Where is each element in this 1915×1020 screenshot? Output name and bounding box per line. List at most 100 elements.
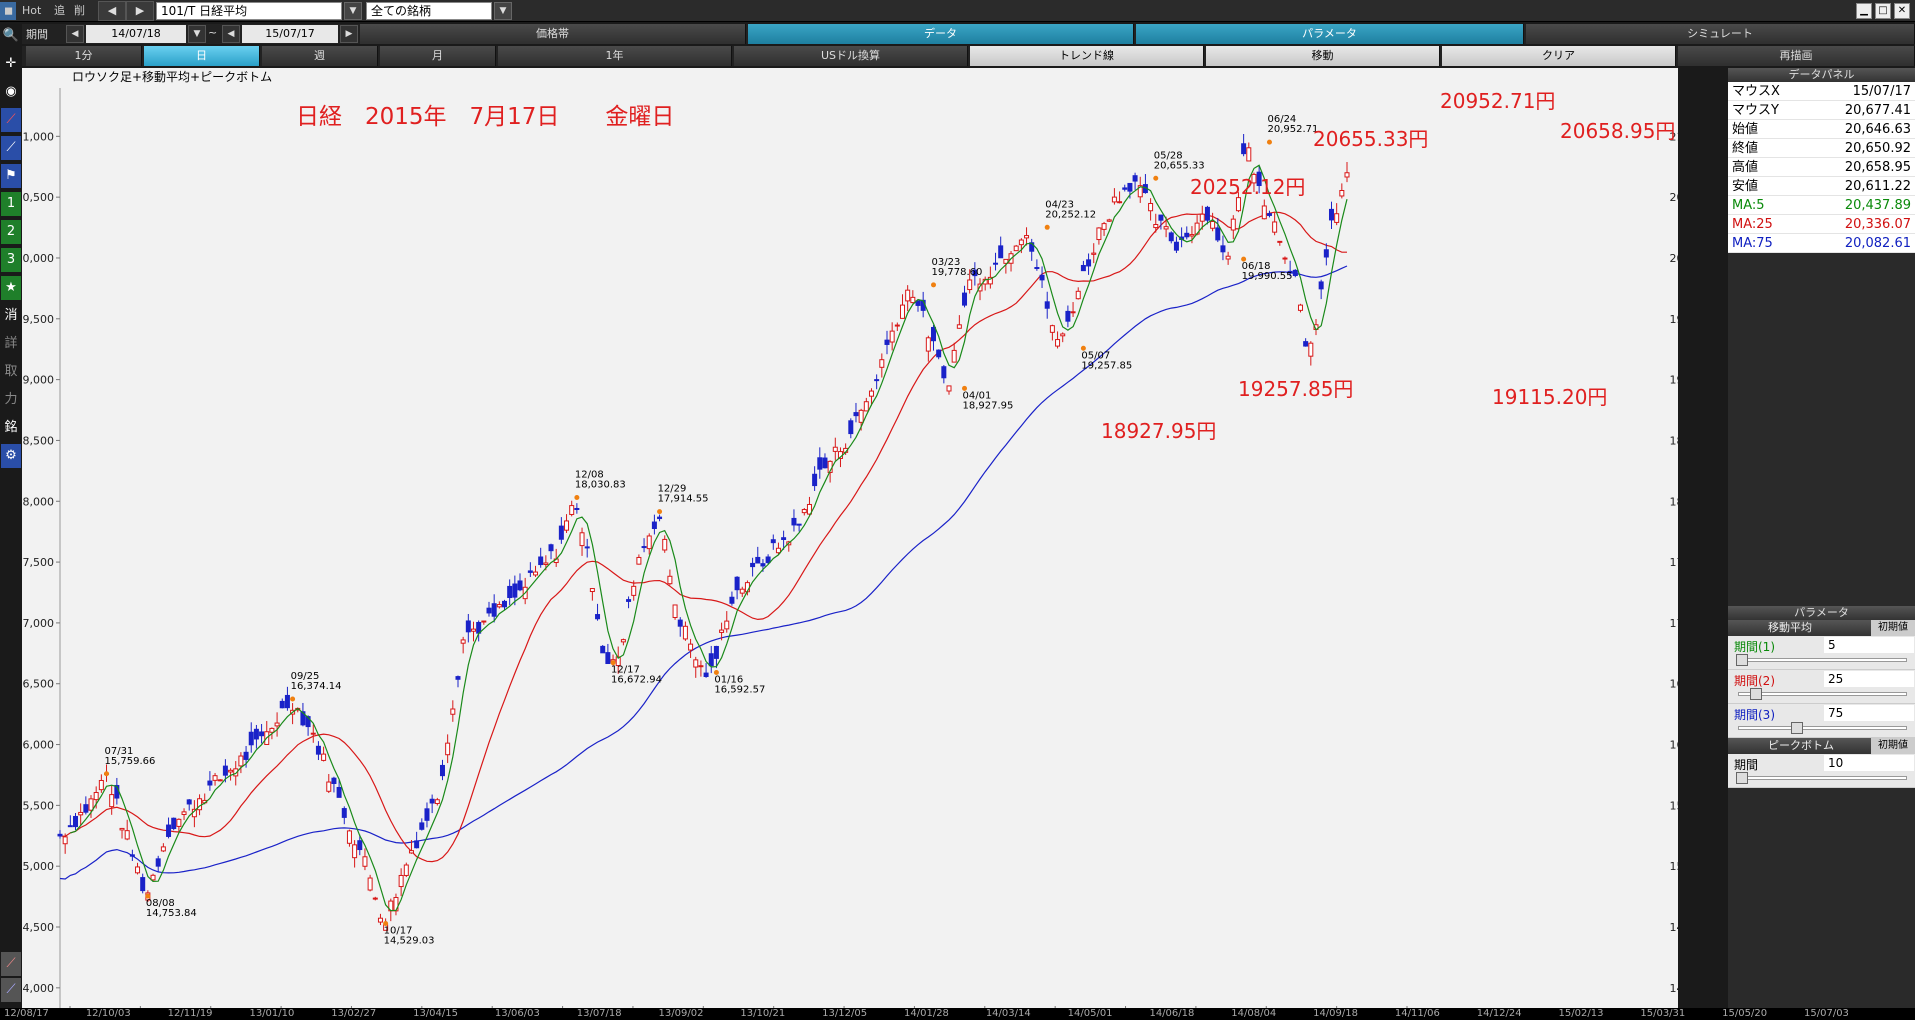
maximize-button[interactable]: □ [1875, 3, 1891, 19]
overview-tick-label: 15/07/03 [1804, 1008, 1849, 1019]
symbol-dropdown[interactable]: ▼ [344, 2, 362, 20]
star-icon[interactable]: ★ [1, 276, 21, 300]
slot-1-icon[interactable]: 1 [1, 192, 21, 216]
trendline-button[interactable]: トレンド線 [970, 46, 1204, 66]
ma-period-1-slider[interactable] [1736, 654, 1907, 666]
next-symbol-button[interactable]: ▶ [126, 1, 154, 21]
period-from-dropdown[interactable]: ▼ [188, 25, 206, 43]
y-tick-label: 14,000 [22, 982, 54, 995]
candle-body [698, 665, 704, 668]
candle-body [868, 390, 874, 397]
price-annotation: 20658.95円 [1560, 119, 1675, 143]
ma-period-1-input[interactable]: 5 [1824, 637, 1914, 653]
slot-2-icon[interactable]: 2 [1, 220, 21, 244]
overview-tick-label: 14/09/18 [1313, 1008, 1358, 1019]
candle-body [166, 824, 172, 837]
usd-convert-button[interactable]: USドル換算 [734, 46, 968, 66]
mini-chart-icon[interactable]: ⟋ [1, 952, 21, 976]
prev-symbol-button[interactable]: ◀ [98, 1, 126, 21]
line-chart-icon[interactable]: ⟋ [1, 108, 21, 132]
add-button[interactable]: 追 [54, 4, 65, 17]
close-button[interactable]: ✕ [1894, 3, 1910, 19]
period-next-button[interactable]: ▶ [340, 25, 358, 43]
peak-date: 12/08 [575, 470, 604, 481]
ma-reset-button[interactable]: 初期値 [1871, 620, 1915, 636]
camera-icon[interactable]: ◉ [5, 84, 17, 99]
universe-field[interactable]: 全ての銘柄 [366, 2, 492, 20]
erase-icon[interactable]: 消 [4, 308, 18, 323]
y-tick-label-right: 15,500 [1670, 799, 1679, 812]
candle-body [1241, 143, 1247, 155]
candle-body [579, 532, 585, 547]
trade-icon[interactable]: 取 [4, 364, 18, 379]
tab-simulate[interactable]: シミュレート [1526, 24, 1915, 44]
candle-body [181, 811, 187, 815]
y-tick-label: 19,000 [22, 374, 54, 387]
gear-icon[interactable]: ⚙ [1, 444, 21, 468]
data-value: 20,658.95 [1844, 160, 1911, 175]
data-label: MA:25 [1732, 217, 1773, 232]
ma-period-2-input[interactable]: 25 [1824, 671, 1914, 687]
tab-parameters[interactable]: パラメータ [1136, 24, 1524, 44]
interval-1min-button[interactable]: 1分 [26, 46, 142, 66]
tab-price-band[interactable]: 価格帯 [360, 24, 746, 44]
candle-body [1101, 223, 1107, 230]
search-icon[interactable]: 🔍 [2, 28, 20, 43]
slider-thumb[interactable] [1736, 772, 1749, 784]
candle-body [243, 751, 249, 760]
overview-tick-label: 13/12/05 [822, 1008, 868, 1019]
candle-body [1070, 311, 1076, 314]
overview-date-axis[interactable]: 12/08/17 12/10/03 12/11/19 13/01/10 13/02/27… [0, 1008, 1915, 1020]
tab-data[interactable]: データ [748, 24, 1134, 44]
y-tick-label-right: 20,500 [1670, 191, 1679, 204]
detail-icon[interactable]: 詳 [4, 336, 18, 351]
period-to-prev-button[interactable]: ◀ [222, 25, 240, 43]
compare-chart-icon[interactable]: ⟋ [1, 136, 21, 160]
interval-month-button[interactable]: 月 [380, 46, 496, 66]
candle-body [129, 854, 135, 857]
slider-thumb[interactable] [1791, 722, 1804, 734]
data-value: 15/07/17 [1852, 84, 1911, 99]
candle-body [605, 652, 611, 665]
candle-body [212, 775, 218, 781]
peak-value: 19,778.60 [932, 267, 983, 278]
ma-period-3-input[interactable]: 75 [1824, 705, 1914, 721]
data-row-ma75: MA:75 20,082.61 [1728, 234, 1915, 253]
peak-marker [1044, 224, 1050, 230]
stock-icon[interactable]: 銘 [4, 420, 18, 435]
flag-icon[interactable]: ⚑ [1, 164, 21, 188]
slider-thumb[interactable] [1749, 688, 1762, 700]
candle-body [1111, 196, 1117, 203]
universe-dropdown[interactable]: ▼ [494, 2, 512, 20]
power-icon[interactable]: 力 [4, 392, 18, 407]
clear-button[interactable]: クリア [1442, 46, 1676, 66]
peak-date: 03/23 [932, 257, 961, 268]
period-to-field[interactable]: 15/07/17 [242, 25, 338, 43]
delete-button[interactable]: 削 [74, 4, 85, 17]
move-button[interactable]: 移動 [1206, 46, 1440, 66]
candle-body [848, 420, 854, 435]
candle-body [688, 643, 694, 651]
slot-3-icon[interactable]: 3 [1, 248, 21, 272]
chart-area[interactable]: ロウソク足+移動平均+ピークボトム 日経 2015年 7月17日 金曜日 21,… [16, 68, 1731, 1020]
mini-compare-icon[interactable]: ⟋ [1, 978, 21, 1002]
redraw-button[interactable]: 再描画 [1678, 46, 1915, 66]
interval-year-button[interactable]: 1年 [498, 46, 732, 66]
slider-thumb[interactable] [1736, 654, 1749, 666]
app-icon: ◼ [0, 2, 16, 20]
minimize-button[interactable]: ▁ [1856, 3, 1872, 19]
period-prev-button[interactable]: ◀ [66, 25, 84, 43]
period-from-field[interactable]: 14/07/18 [86, 25, 186, 43]
crosshair-icon[interactable]: ✛ [5, 56, 17, 71]
interval-week-button[interactable]: 週 [262, 46, 378, 66]
ma-period-2-slider[interactable] [1738, 688, 1907, 700]
candle-body [1096, 227, 1102, 241]
hot-button[interactable]: Hot [22, 4, 42, 17]
candlestick-chart[interactable]: ロウソク足+移動平均+ピークボトム 日経 2015年 7月17日 金曜日 21,… [16, 68, 1731, 1020]
peak-period-input[interactable]: 10 [1824, 755, 1914, 771]
peak-reset-button[interactable]: 初期値 [1871, 738, 1915, 754]
ma-period-3-slider[interactable] [1738, 722, 1907, 734]
peak-period-slider[interactable] [1736, 772, 1907, 784]
symbol-field[interactable]: 101/T 日経平均 [156, 2, 342, 20]
interval-day-button[interactable]: 日 [144, 46, 260, 66]
